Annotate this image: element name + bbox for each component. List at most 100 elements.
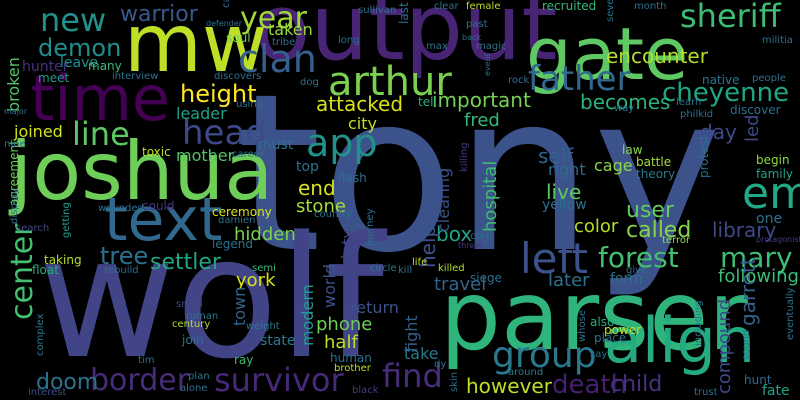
word-live: live: [546, 180, 582, 204]
word-rebuild: rebuild: [104, 265, 139, 276]
word-threat: threat: [458, 241, 483, 250]
word-battle: battle: [636, 155, 672, 169]
word-back: back: [462, 33, 482, 42]
word-major: major: [4, 107, 28, 116]
word-eventually: eventually: [785, 287, 796, 340]
word-corp: corp: [470, 231, 493, 242]
word-event: event: [483, 53, 492, 76]
word-give: give: [626, 265, 648, 276]
word-becomes: becomes: [580, 90, 671, 114]
word-captain: captain: [221, 0, 232, 8]
word-brother: brother: [334, 363, 371, 374]
word-return: return: [350, 298, 399, 317]
word-discover: discover: [730, 103, 781, 117]
word-theory: theory: [636, 167, 676, 181]
word-tim: tim: [138, 355, 155, 366]
word-terror: terror: [662, 235, 691, 246]
word-father: father: [528, 59, 631, 99]
word-death: death: [552, 370, 628, 400]
word-library: library: [712, 218, 777, 242]
word-life: life: [412, 257, 428, 268]
word-yellow: yellow: [542, 197, 587, 213]
word-state: state: [260, 333, 296, 349]
word-hidden: hidden: [234, 224, 296, 245]
word-display: display: [9, 188, 20, 224]
word-align: align: [604, 304, 756, 377]
word-clear: clear: [434, 1, 459, 12]
word-recruited: recruited: [542, 0, 597, 13]
word-militia: militia: [762, 35, 793, 46]
word-toxic: toxic: [142, 145, 171, 159]
word-fred: fred: [464, 110, 500, 131]
word-country: country: [314, 209, 353, 220]
word-damien: damien: [218, 215, 256, 226]
word-getting: getting: [61, 202, 72, 238]
word-box: box: [436, 222, 473, 246]
word-month: month: [634, 1, 667, 12]
word-max: max: [426, 41, 448, 52]
word-dog: dog: [300, 77, 319, 88]
word-cheyenne: cheyenne: [662, 78, 790, 108]
word-attacked: attacked: [316, 92, 404, 116]
word-take: take: [404, 344, 439, 363]
word-ceremony: ceremony: [212, 205, 272, 219]
word-half: half: [324, 332, 358, 353]
word-sullivan: sullivan: [358, 5, 397, 16]
word-dy: dy: [434, 359, 447, 370]
word-child: child: [610, 372, 663, 397]
word-meet: meet: [38, 71, 70, 85]
word-power: power: [604, 323, 642, 337]
word-forest: forest: [598, 241, 679, 274]
word-philkid: philkid: [680, 109, 714, 120]
word-tell: tell: [418, 95, 437, 109]
word-black: black: [352, 385, 379, 396]
word-could: could: [142, 199, 175, 213]
word-wounded: wounded: [98, 203, 144, 214]
word-broken: broken: [4, 57, 23, 112]
word-plan: plan: [188, 371, 210, 382]
word-kill: kill: [398, 265, 413, 276]
word-also: also: [590, 315, 615, 329]
word-form: form: [610, 271, 643, 287]
word-interview: interview: [112, 71, 159, 82]
word-mw: mw: [124, 0, 268, 90]
word-text: text: [104, 185, 223, 255]
word-roman: roman: [186, 311, 219, 322]
word-later: later: [548, 270, 590, 291]
word-learn: learn: [676, 97, 702, 108]
word-end: end: [298, 176, 336, 200]
word-killed: killed: [438, 263, 465, 274]
word-called: called: [626, 218, 692, 243]
word-em: em: [742, 168, 800, 219]
word-career: career: [232, 149, 264, 160]
word-border: border: [90, 363, 190, 398]
word-arthur: arthur: [328, 59, 452, 105]
word-taking: taking: [44, 253, 82, 267]
word-one: one: [756, 211, 783, 227]
word-find: find: [382, 357, 443, 395]
word-tony: tony: [236, 48, 723, 301]
word-circle: circle: [370, 263, 397, 274]
word-wolf: wolf: [38, 200, 385, 396]
word-rock: rock: [508, 75, 530, 86]
word-led: led: [742, 114, 763, 142]
word-city: city: [348, 114, 377, 133]
word-settler: settler: [150, 250, 221, 275]
word-last: last: [397, 2, 411, 24]
word-phone: phone: [316, 314, 373, 335]
word-mary: mary: [720, 241, 793, 274]
word-york: york: [236, 270, 276, 291]
word-ray: ray: [234, 353, 254, 367]
word-legend: legend: [212, 237, 253, 251]
word-cage: cage: [594, 156, 633, 175]
word-killing: killing: [459, 142, 470, 172]
word-complex: complex: [35, 313, 46, 356]
word-protest: protest: [697, 135, 711, 178]
word-float: float: [32, 263, 59, 277]
word-tree: tree: [100, 242, 149, 270]
word-human: human: [330, 351, 372, 365]
word-doom: doom: [36, 370, 99, 395]
word-leave: leave: [60, 55, 98, 71]
word-year: year: [240, 1, 307, 36]
